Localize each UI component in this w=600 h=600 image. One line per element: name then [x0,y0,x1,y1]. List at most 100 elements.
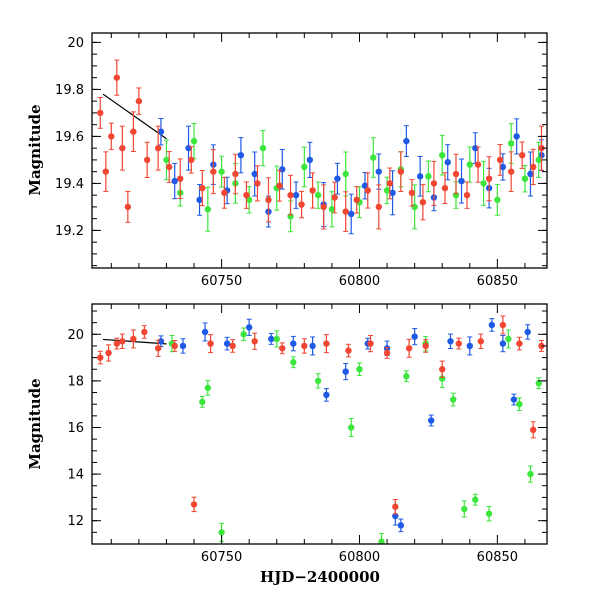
top-series-1-point [301,146,308,188]
bottom-panel: 60750 60800 60850 12 14 16 18 20 Magnitude HJD−… [26,303,548,586]
data-point [425,173,432,180]
data-point [196,196,203,204]
top-series-2-point [386,167,394,200]
top-series-0-point [444,144,451,181]
top-series-2-point [463,181,471,209]
data-point [348,424,355,431]
top-series-2-point [507,151,515,192]
bottom-series-2-point [345,343,352,358]
data-point [353,196,360,204]
top-series-2-point [221,176,228,209]
data-point [378,538,385,544]
top-y-tick-label: 20 [67,36,84,51]
data-point [499,163,507,171]
top-series-2-point [102,151,109,192]
top-series-2-point [143,141,151,178]
bottom-series-2-point [392,499,399,515]
bottom-series-2-point [439,360,446,378]
bottom-series-1-point [290,356,297,369]
bottom-series-2-point [279,342,286,355]
data-point [524,328,531,336]
bottom-series-0-point [179,338,187,354]
top-series-2-point [452,153,460,195]
data-point [452,170,460,178]
bottom-series-1-point [240,327,247,342]
data-point [265,196,272,204]
bottom-series-2-point [97,350,104,365]
bottom-series-2-point [154,339,162,357]
top-series-0-point [157,118,165,146]
top-series-2-point [166,151,173,183]
data-point [130,335,137,343]
data-point [279,166,286,173]
data-point [290,359,297,366]
top-series-2-point [342,191,349,232]
bottom-series-0-point [223,336,231,351]
top-series-2-point [331,181,338,214]
data-point [408,189,416,196]
data-point [474,161,482,168]
bottom-series-2-point [229,339,236,353]
data-point [204,384,212,392]
bottom-series-1-point [461,500,468,518]
top-series-1-point [314,181,322,209]
data-point [342,170,349,178]
bottom-series-1-point [472,493,479,506]
data-point [348,210,355,218]
data-point [439,366,446,373]
bottom-series-1-point [273,330,280,348]
data-point [342,368,349,375]
data-point [507,140,515,147]
data-point [218,529,225,536]
data-point [422,342,429,350]
top-series-1-point [204,186,212,232]
data-point [397,168,405,175]
top-series-0-point [292,181,300,209]
data-point [530,163,537,171]
data-point [538,342,545,350]
bottom-series-2-point [422,339,429,353]
bottom-series-1-point [527,465,534,483]
bottom-panel-frame [91,303,548,545]
data-point [143,156,151,164]
top-series-2-point [276,169,283,202]
bottom-series-1-point [378,533,385,544]
bottom-series-0-point [411,328,418,346]
data-point [342,208,349,215]
data-point [251,338,258,345]
top-series-2-point [188,146,195,174]
bottom-series-2-point [301,338,308,354]
data-point [430,180,438,187]
top-series-1-point [342,151,349,197]
top-series-2-point [119,125,126,171]
data-point [245,196,253,204]
bottom-y-tick-label: 16 [67,421,84,436]
bottom-series-0-point [510,393,518,406]
top-series-2-point [364,172,371,209]
data-point [367,340,374,347]
data-point [370,154,377,161]
data-point [163,156,170,164]
data-point [518,152,526,159]
data-point [141,328,148,336]
data-point [505,335,512,343]
top-series-2-point [419,184,427,221]
top-x-tick-label: 60850 [477,274,518,289]
top-series-2-point [474,146,482,183]
top-series-2-point [113,59,121,96]
data-point [527,470,534,478]
top-series-1-point [259,130,267,167]
data-point [472,496,479,503]
data-point [245,324,253,331]
data-point [411,333,418,340]
data-point [309,342,316,350]
bottom-series-1 [168,327,542,544]
data-point [154,345,162,352]
data-point [455,340,462,347]
data-point [334,175,341,182]
data-point [229,342,236,350]
data-point [171,177,178,185]
bottom-series-1-point [450,392,457,407]
data-point [439,152,446,159]
data-point [356,366,363,373]
